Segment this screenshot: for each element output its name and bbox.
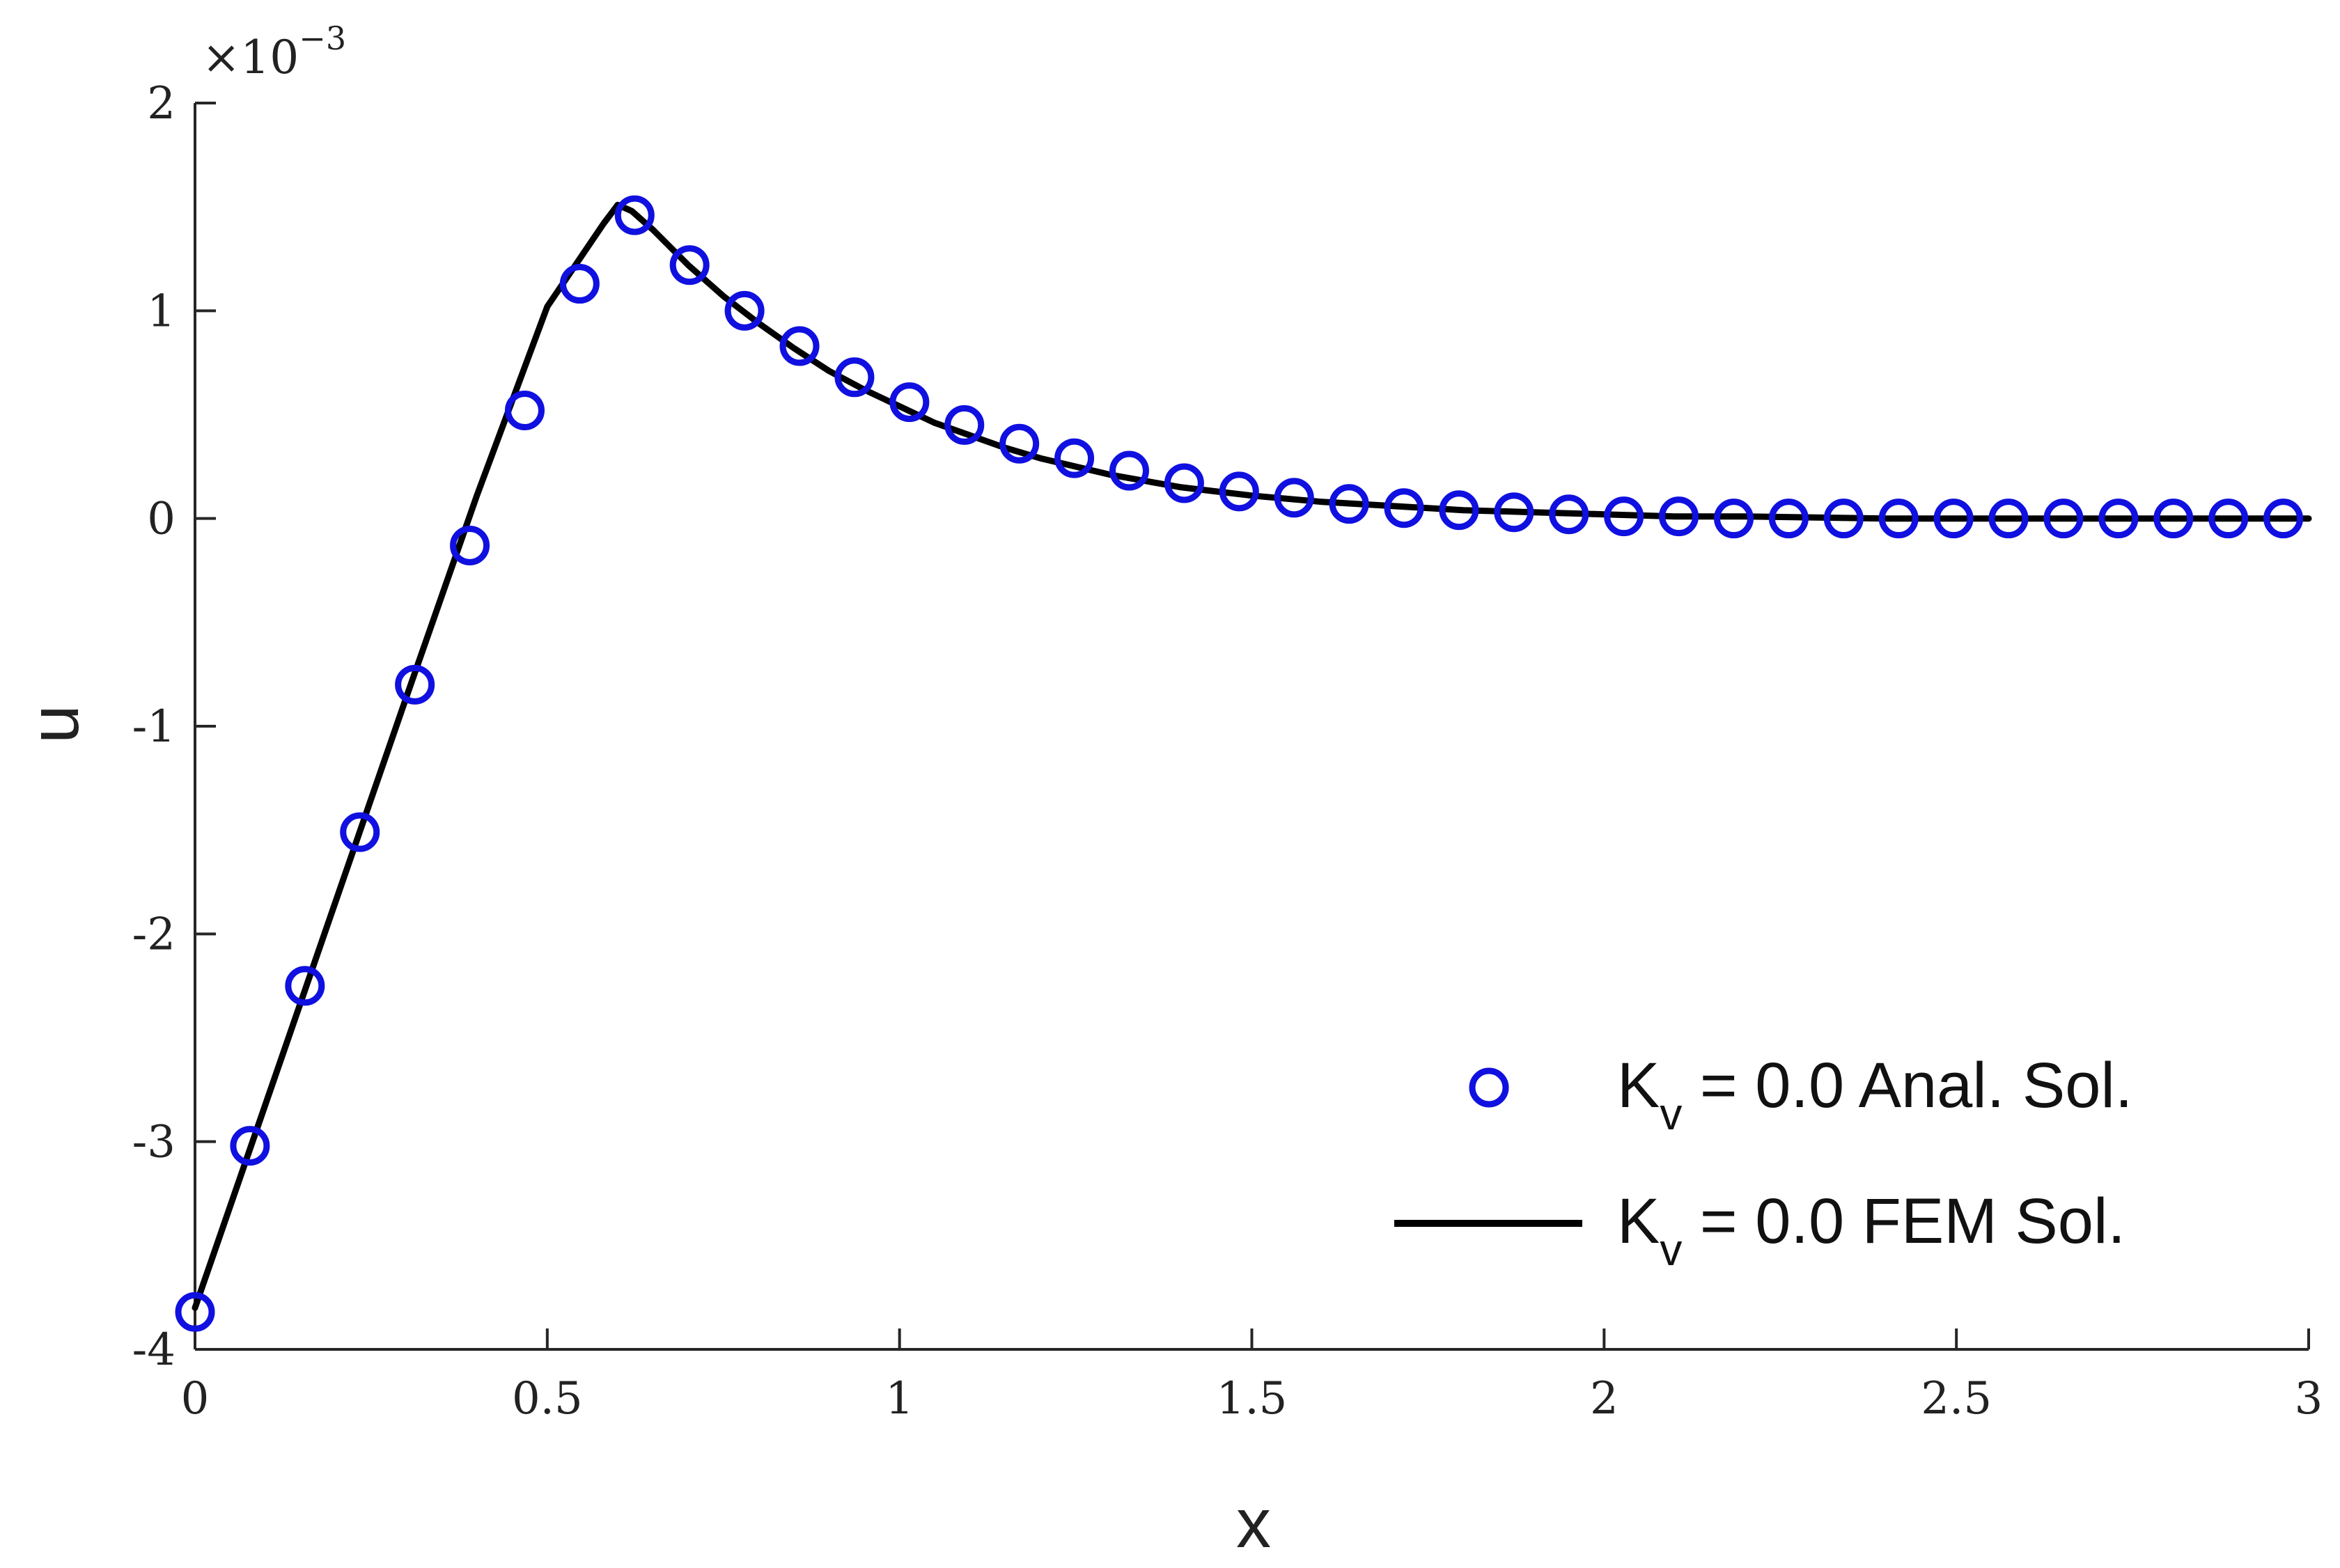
analytical-point [175, 1292, 215, 1332]
y-tick-label: 2 [147, 78, 176, 130]
analytical-point [999, 423, 1040, 464]
analytical-point [779, 326, 820, 366]
analytical-point [1988, 499, 2029, 539]
analytical-point [1494, 492, 1534, 533]
analytical-point [2263, 499, 2304, 539]
analytical-point [724, 290, 765, 331]
x-tick-label: 2 [1590, 1373, 1618, 1425]
legend-label-fem: Kv = 0.0 FEM Sol. [1617, 1186, 2126, 1275]
fem-solution-line [192, 201, 2312, 1311]
analytical-point [614, 195, 655, 235]
analytical-point [944, 405, 985, 445]
y-tick-label: -1 [132, 701, 176, 753]
analytical-point [559, 264, 600, 304]
analytical-point [1823, 499, 1864, 539]
x-tick-label: 2.5 [1921, 1373, 1992, 1425]
legend-marker-analytical [1469, 1067, 1509, 1108]
x-tick-label: 0.5 [512, 1373, 583, 1425]
series-analytical-solution [175, 195, 2304, 1332]
x-tick-label: 0 [181, 1373, 210, 1425]
analytical-point [1768, 499, 1809, 539]
y-ticks: -4 -3 -2 -1 0 1 2 [132, 78, 216, 1376]
analytical-point [1549, 494, 1589, 535]
analytical-point [1054, 438, 1095, 478]
analytical-point [834, 357, 875, 398]
y-tick-label: -4 [132, 1324, 176, 1376]
analytical-point [285, 966, 325, 1006]
y-tick-label: 1 [147, 285, 176, 337]
x-tick-label: 1 [885, 1373, 914, 1425]
y-tick-label: 0 [147, 494, 176, 545]
axes [194, 103, 2309, 1351]
analytical-point [1329, 484, 1369, 524]
y-tick-label: -3 [132, 1117, 176, 1168]
analytical-point [2153, 499, 2194, 539]
analytical-point [1164, 463, 1204, 503]
legend-label-analytical: Kv = 0.0 Anal. Sol. [1617, 1050, 2132, 1139]
analytical-point [669, 245, 710, 285]
y-axis-label: u [15, 705, 93, 744]
y-tick-label: -2 [132, 909, 176, 960]
x-axis-label: x [1236, 1484, 1271, 1562]
analytical-point [230, 1126, 270, 1166]
analytical-point [1713, 499, 1754, 539]
analytical-point [1109, 450, 1149, 491]
analytical-point [1878, 499, 1919, 539]
analytical-point [450, 525, 490, 565]
series-fem-solution [192, 201, 2312, 1311]
analytical-point [1384, 488, 1424, 528]
analytical-point [2043, 499, 2084, 539]
analytical-point [2098, 499, 2139, 539]
analytical-point [1439, 490, 1479, 531]
analytical-point [1659, 496, 1699, 537]
x-tick-label: 3 [2295, 1373, 2323, 1425]
legend: Kv = 0.0 Anal. Sol. Kv = 0.0 FEM Sol. [1394, 1050, 2132, 1275]
x-tick-label: 1.5 [1217, 1373, 1288, 1425]
analytical-point [1933, 499, 1974, 539]
analytical-point [1604, 496, 1644, 537]
analytical-point [504, 391, 545, 431]
analytical-point [395, 664, 435, 705]
y-axis-exponent: ×10−3 [202, 19, 346, 84]
analytical-point [340, 812, 380, 852]
x-ticks: 0 0.5 1 1.5 2 2.5 3 [181, 1328, 2323, 1425]
analytical-point [1274, 478, 1314, 518]
analytical-point [1219, 471, 1259, 512]
analytical-point [2208, 499, 2249, 539]
analytical-point [889, 382, 930, 423]
